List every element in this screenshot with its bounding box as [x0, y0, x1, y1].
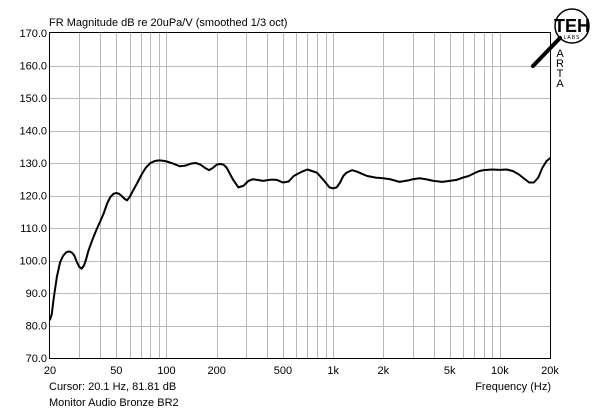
x-tick-label: 500	[274, 365, 292, 377]
x-tick-label: 2k	[378, 365, 390, 377]
x-tick-label: 200	[207, 365, 225, 377]
logo-letters: TEH	[554, 16, 590, 36]
magnifier-handle-icon	[531, 36, 562, 68]
x-tick-label: 20	[44, 365, 56, 377]
y-tick-label: 170.0	[19, 28, 47, 40]
arta-letter-1: A	[556, 48, 564, 60]
y-tick-label: 90.0	[26, 288, 47, 300]
y-tick-label: 100.0	[19, 256, 47, 268]
x-tick-label: 5k	[444, 365, 456, 377]
arta-letter-4: A	[556, 78, 564, 90]
y-tick-label: 130.0	[19, 158, 47, 170]
arta-letter-3: T	[557, 68, 564, 80]
y-tick-label: 110.0	[20, 223, 47, 235]
cursor-readout: Cursor: 20.1 Hz, 81.81 dB	[49, 381, 176, 393]
y-tick-label: 160.0	[19, 61, 47, 73]
y-tick-label: 150.0	[19, 93, 47, 105]
y-tick-labels: 70.0 80.0 90.0 100.0 110.0 120.0 130.0 140.0 150…	[19, 28, 47, 365]
magnifier-lens-icon	[554, 8, 590, 44]
x-tick-label: 1k	[327, 365, 339, 377]
y-tick-label: 80.0	[26, 321, 47, 333]
plot-frame	[49, 32, 551, 359]
arta-logo: TEH LABS A R T A	[531, 8, 590, 90]
arta-letter-2: R	[556, 58, 564, 70]
y-tick-label: 70.0	[26, 353, 47, 365]
y-tick-label: 140.0	[19, 126, 47, 138]
x-tick-label: 50	[110, 365, 122, 377]
x-tick-label: 10k	[491, 365, 509, 377]
fr-magnitude-line	[49, 157, 551, 321]
x-tick-label: 20k	[541, 365, 559, 377]
grid	[50, 33, 550, 358]
x-tick-label: 100	[157, 365, 175, 377]
x-axis-label: Frequency (Hz)	[475, 381, 551, 393]
logo-small-text: LABS	[564, 35, 581, 41]
y-tick-label: 120.0	[19, 191, 47, 203]
x-tick-labels: 20 50 100 200 500 1k 2k 5k 10k 20k	[44, 365, 559, 377]
chart-title: FR Magnitude dB re 20uPa/V (smoothed 1/3…	[49, 17, 287, 29]
device-name: Monitor Audio Bronze BR2	[49, 397, 179, 409]
